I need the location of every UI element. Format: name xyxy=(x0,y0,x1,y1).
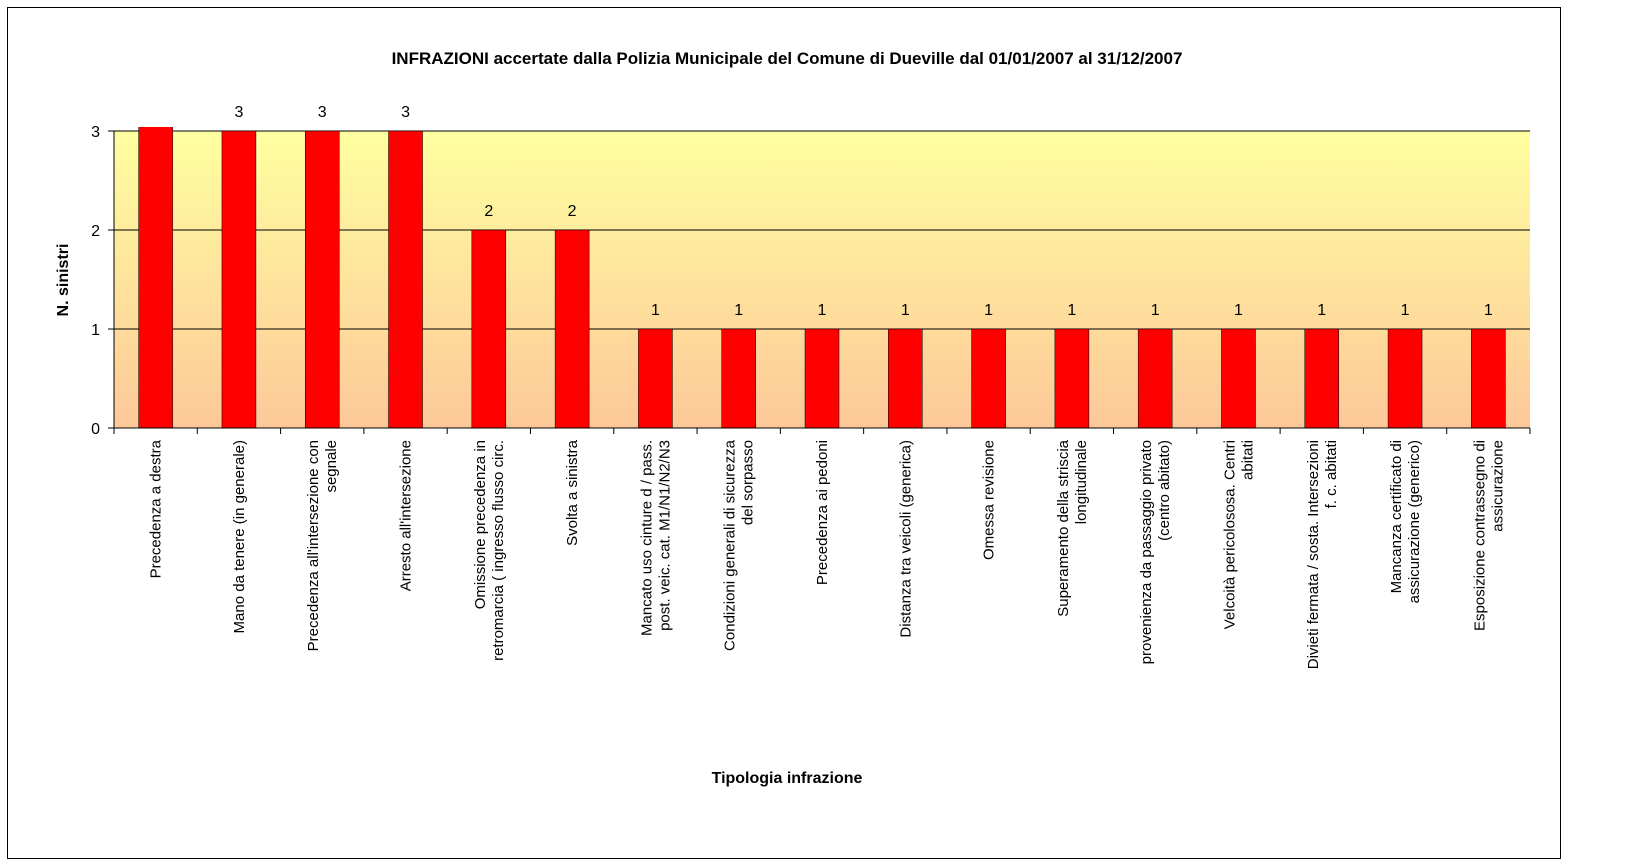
bar xyxy=(221,130,257,429)
x-tick-label: Mancato uso cinture d / pass.post. veic.… xyxy=(638,440,673,636)
data-label: 3 xyxy=(318,104,327,121)
bar xyxy=(304,130,340,429)
x-tick-label: Arresto all'intersezione xyxy=(398,440,415,591)
x-tick-label: Divieti fermata / sosta. Intersezionif. … xyxy=(1305,440,1340,669)
x-tick-label: Velcoità pericolososa. Centriabitati xyxy=(1221,440,1256,629)
y-tick-label: 3 xyxy=(91,124,100,141)
bar xyxy=(888,328,923,429)
data-label: 1 xyxy=(1484,302,1493,319)
bar xyxy=(1137,328,1173,429)
y-tick-label: 2 xyxy=(91,223,100,240)
bar xyxy=(1471,328,1506,429)
data-label: 1 xyxy=(1067,302,1076,319)
x-tick-label: Condizioni generali di sicurezzadel sorp… xyxy=(722,439,757,651)
data-label: 3 xyxy=(401,104,410,121)
data-label: 1 xyxy=(984,302,993,319)
bar xyxy=(138,127,173,429)
data-label: 1 xyxy=(1234,302,1243,319)
x-tick-label: Mano da tenere (in generale) xyxy=(231,440,248,633)
x-tick-label: Superamento della striscialongitudinale xyxy=(1055,439,1090,616)
data-label: 1 xyxy=(901,302,910,319)
x-tick-label: Svolta a sinistra xyxy=(564,439,581,546)
bar xyxy=(1304,328,1340,429)
data-label: 2 xyxy=(568,203,577,220)
data-label: 1 xyxy=(1401,302,1410,319)
bar xyxy=(804,328,840,429)
data-label: 1 xyxy=(818,302,827,319)
x-tick-label: Omessa revisione xyxy=(981,440,998,560)
bar xyxy=(638,328,673,429)
x-tick-label: Distanza tra veicoli (generica) xyxy=(897,440,914,638)
x-tick-label: Esposizione contrassegno diassicurazione xyxy=(1471,440,1506,631)
data-label: 1 xyxy=(734,302,743,319)
y-axis-label: N. sinistri xyxy=(55,244,72,317)
bar xyxy=(554,229,590,429)
x-axis-label: Tipologia infrazione xyxy=(712,770,863,787)
y-tick-label: 1 xyxy=(91,322,100,339)
data-label: 1 xyxy=(1151,302,1160,319)
data-label: 2 xyxy=(484,203,493,220)
x-tick-label: Mancanza certificato diassicurazione (ge… xyxy=(1388,440,1423,603)
x-tick-label: provenienza da passaggio privato(centro … xyxy=(1138,440,1173,664)
bar xyxy=(1221,328,1256,429)
x-tick-label: Precedenza all'intersezione consegnale xyxy=(305,440,340,651)
bar xyxy=(471,229,507,429)
x-tick-label: Precedenza a destra xyxy=(148,439,165,578)
x-tick-label: Omissione precedenza inretromarcia ( ing… xyxy=(472,440,507,661)
y-tick-label: 0 xyxy=(91,421,100,438)
data-label: 1 xyxy=(1317,302,1326,319)
bar xyxy=(1387,328,1423,429)
bar xyxy=(721,328,756,429)
data-label: 3 xyxy=(234,104,243,121)
bar xyxy=(388,130,423,429)
data-label: 1 xyxy=(651,302,660,319)
x-tick-label: Precedenza ai pedoni xyxy=(814,440,831,585)
bar xyxy=(1054,328,1090,429)
chart-title: INFRAZIONI accertate dalla Polizia Munic… xyxy=(392,49,1183,68)
bar xyxy=(971,328,1006,429)
